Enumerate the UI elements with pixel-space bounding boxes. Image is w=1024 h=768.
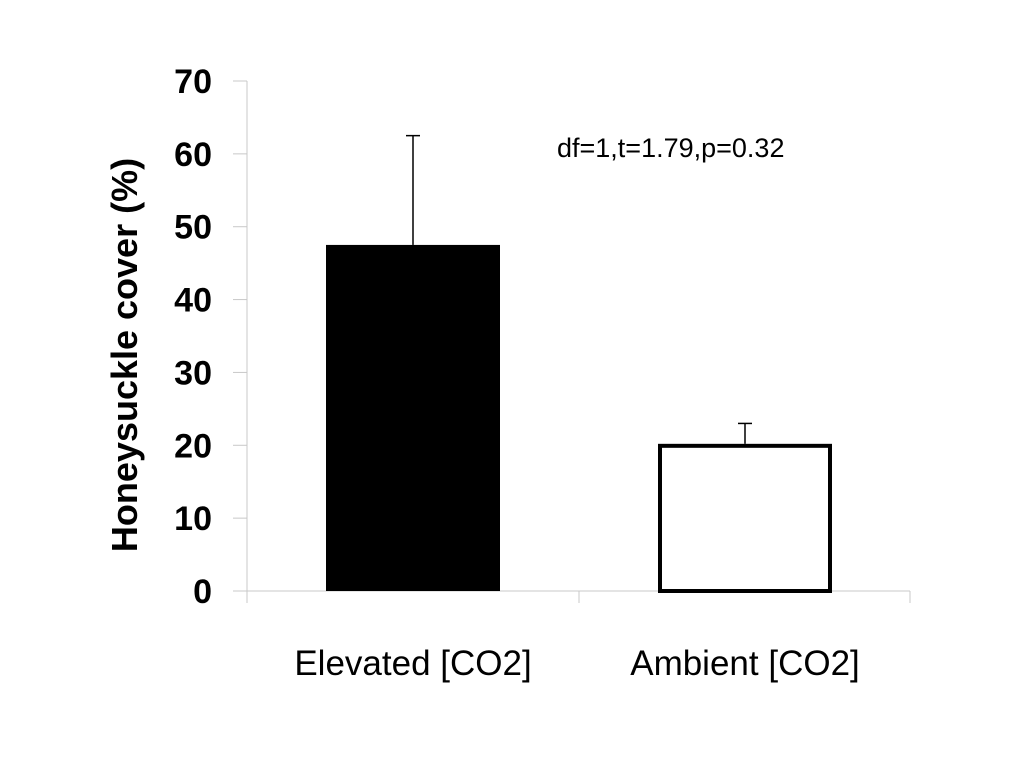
- x-category-label: Elevated [CO2]: [294, 644, 531, 683]
- y-tick-label: 30: [174, 354, 212, 392]
- y-axis: [233, 80, 248, 592]
- stats-annotation: df=1,t=1.79,p=0.32: [557, 133, 784, 163]
- y-axis-title: Honeysuckle cover (%): [104, 158, 145, 552]
- y-tick-labels: 0 10 20 30 40 50 60 70: [174, 63, 212, 611]
- y-tick-label: 50: [174, 209, 212, 247]
- y-tick-label: 40: [174, 282, 212, 320]
- bar-ambient: [658, 443, 832, 594]
- y-tick-label: 10: [174, 500, 212, 538]
- x-category-label: Ambient [CO2]: [630, 644, 860, 683]
- y-tick-label: 60: [174, 136, 212, 174]
- y-tick-label: 20: [174, 427, 212, 465]
- bar-elevated: [326, 244, 500, 591]
- y-tick-label: 0: [193, 573, 212, 611]
- bars: [326, 244, 832, 594]
- error-bars: [406, 134, 752, 444]
- x-category-labels: Elevated [CO2] Ambient [CO2]: [294, 644, 859, 683]
- y-tick-label: 70: [174, 63, 212, 101]
